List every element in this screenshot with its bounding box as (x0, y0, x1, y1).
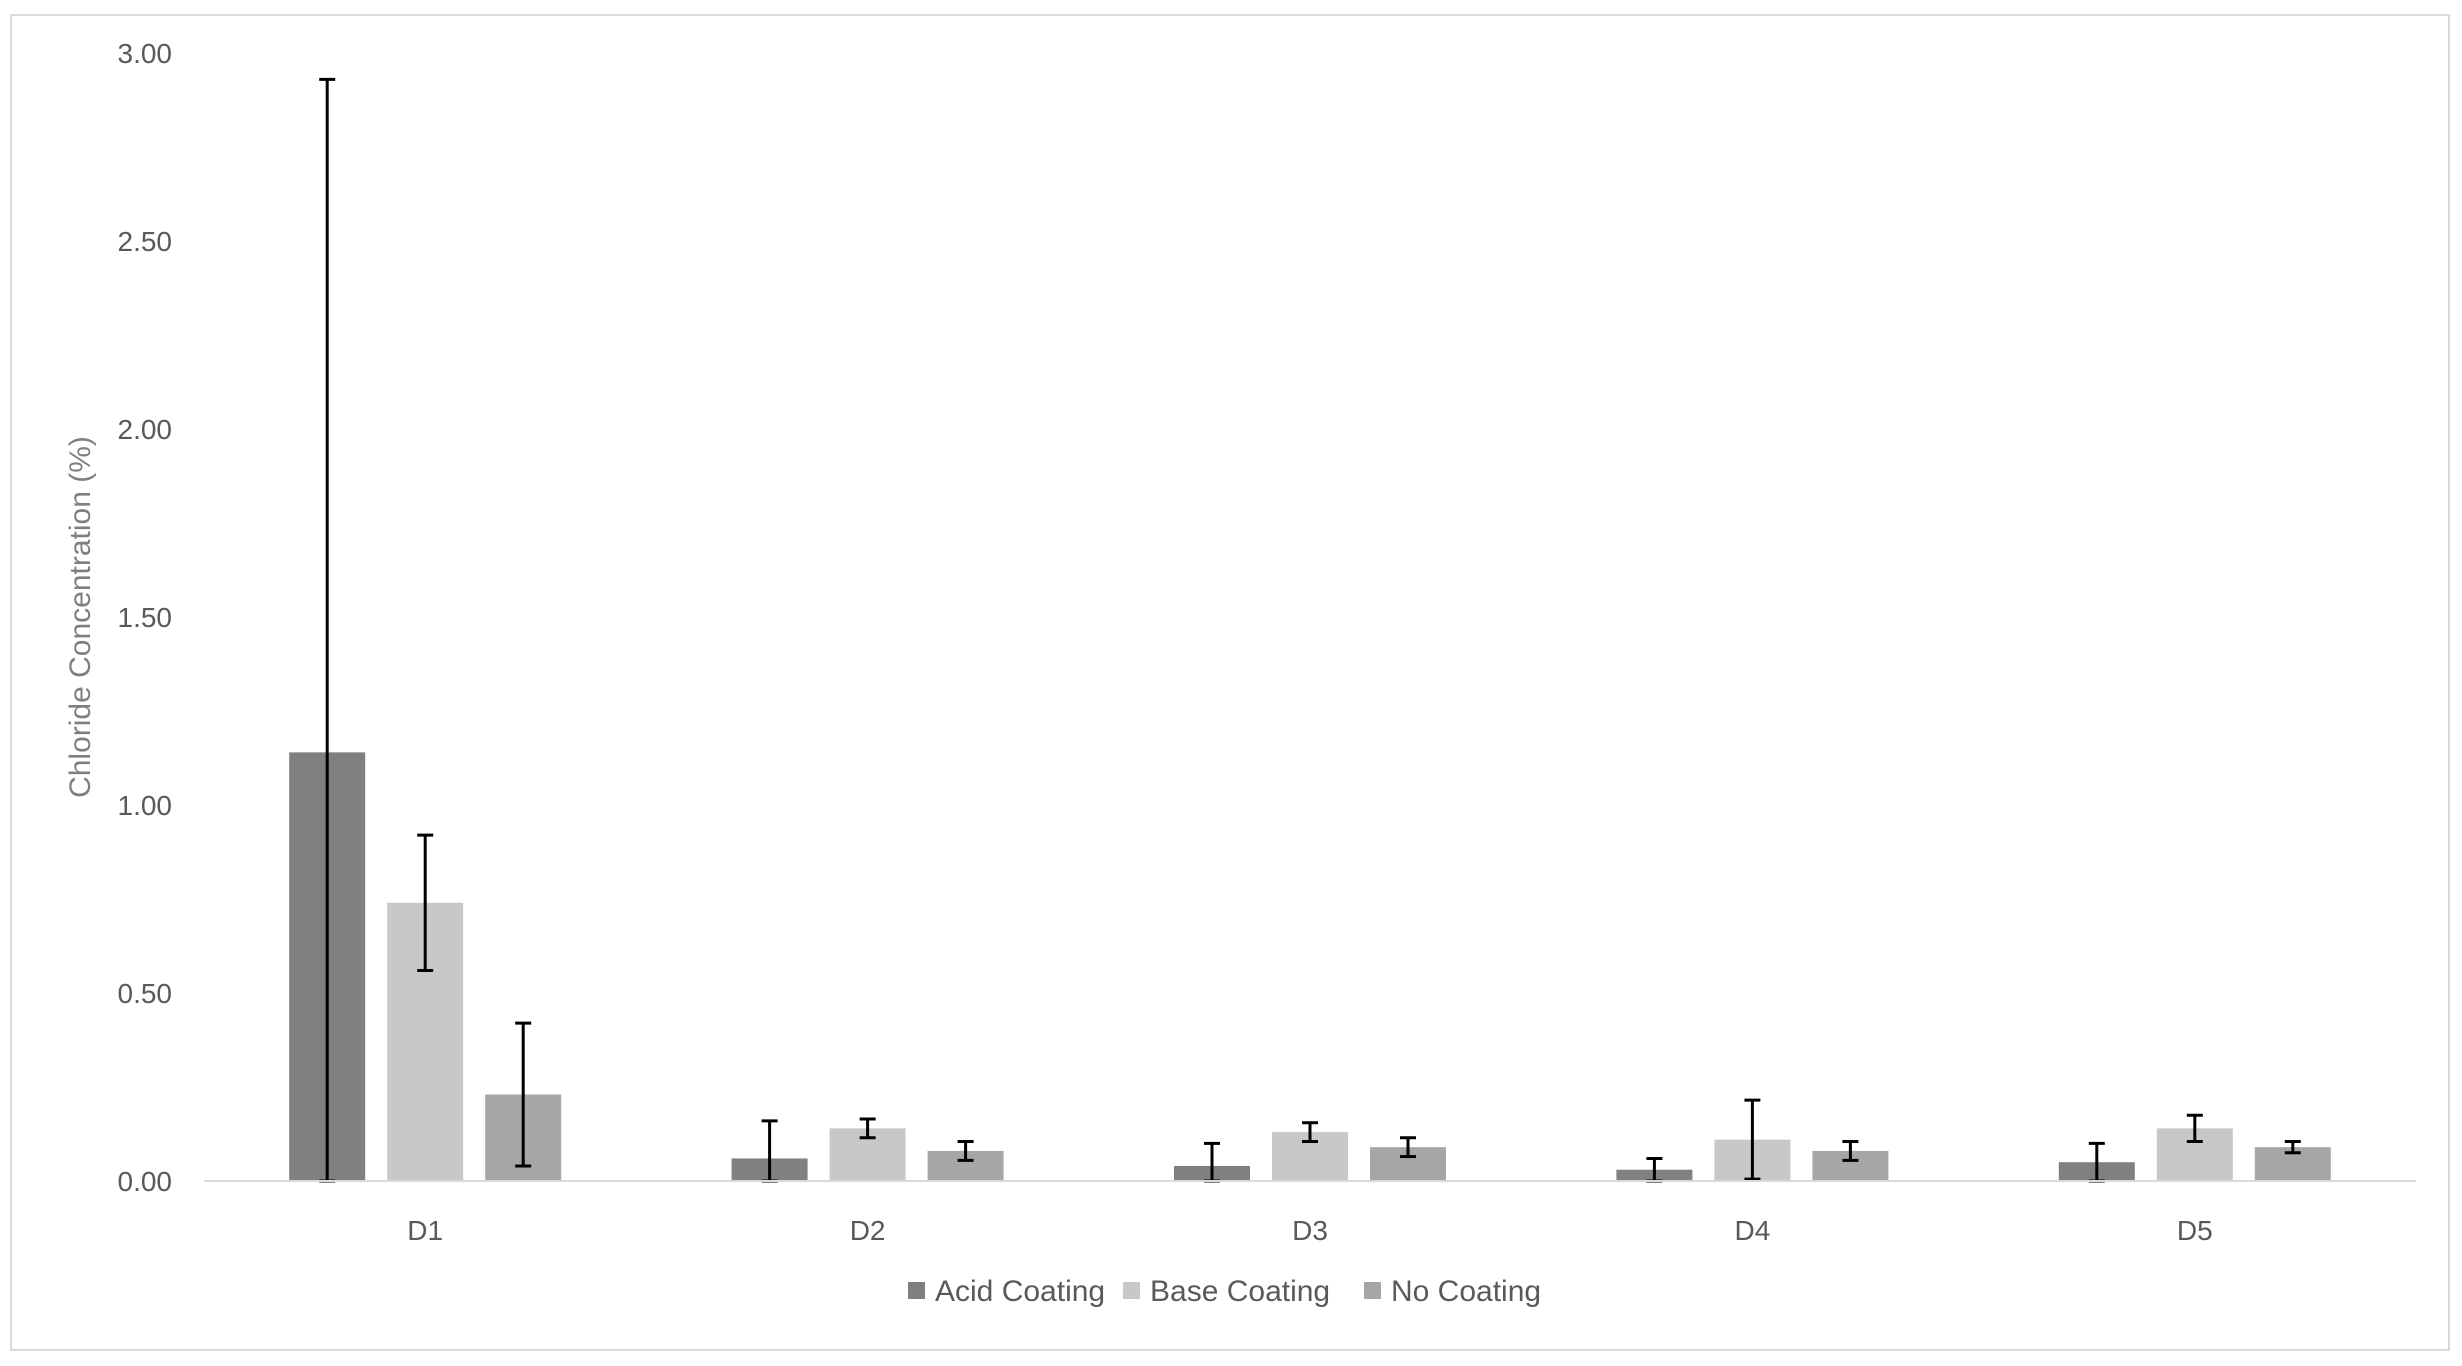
legend-label: Acid Coating (935, 1275, 1105, 1308)
x-tick-label: D4 (1735, 1215, 1771, 1246)
y-tick-label: 2.50 (118, 226, 173, 257)
legend-swatch (908, 1282, 925, 1299)
y-tick-label: 0.00 (118, 1166, 173, 1197)
legend-swatch (1364, 1282, 1381, 1299)
y-tick-label: 2.00 (118, 414, 173, 445)
error-bar (1400, 1136, 1416, 1159)
legend-label: No Coating (1391, 1275, 1541, 1308)
error-bar (2284, 1140, 2301, 1155)
legend-item: Acid Coating (908, 1275, 1105, 1308)
error-bar (1302, 1121, 1318, 1144)
error-bar (417, 833, 434, 972)
error-bars-group (319, 77, 2301, 1183)
x-tick-label: D2 (850, 1215, 886, 1246)
y-axis-title: Chloride Concentration (%) (64, 436, 97, 798)
error-bar (859, 1117, 876, 1140)
error-bar (1744, 1098, 1761, 1181)
x-tick-label: D3 (1292, 1215, 1328, 1246)
x-tick-label: D1 (407, 1215, 443, 1246)
x-tick-label: D5 (2177, 1215, 2213, 1246)
error-bar (2186, 1113, 2203, 1144)
error-bar (957, 1140, 974, 1162)
bars-group (289, 752, 2331, 1181)
y-tick-label: 1.50 (118, 602, 173, 633)
legend-item: Base Coating (1123, 1275, 1330, 1308)
legend: Acid Coating Base Coating No Coating (908, 1275, 1541, 1308)
legend-swatch (1123, 1282, 1140, 1299)
y-tick-label: 1.00 (118, 790, 173, 821)
y-tick-label: 3.00 (118, 38, 173, 69)
legend-label: Base Coating (1150, 1275, 1330, 1308)
error-bar (1842, 1140, 1859, 1162)
error-bar (515, 1021, 532, 1168)
y-axis-ticks: 0.00 0.50 1.00 1.50 2.00 2.50 3.00 (118, 38, 173, 1197)
y-tick-label: 0.50 (118, 978, 173, 1009)
legend-item: No Coating (1364, 1275, 1541, 1308)
x-axis-ticks: D1 D2 D3 D4 D5 (407, 1215, 2212, 1246)
